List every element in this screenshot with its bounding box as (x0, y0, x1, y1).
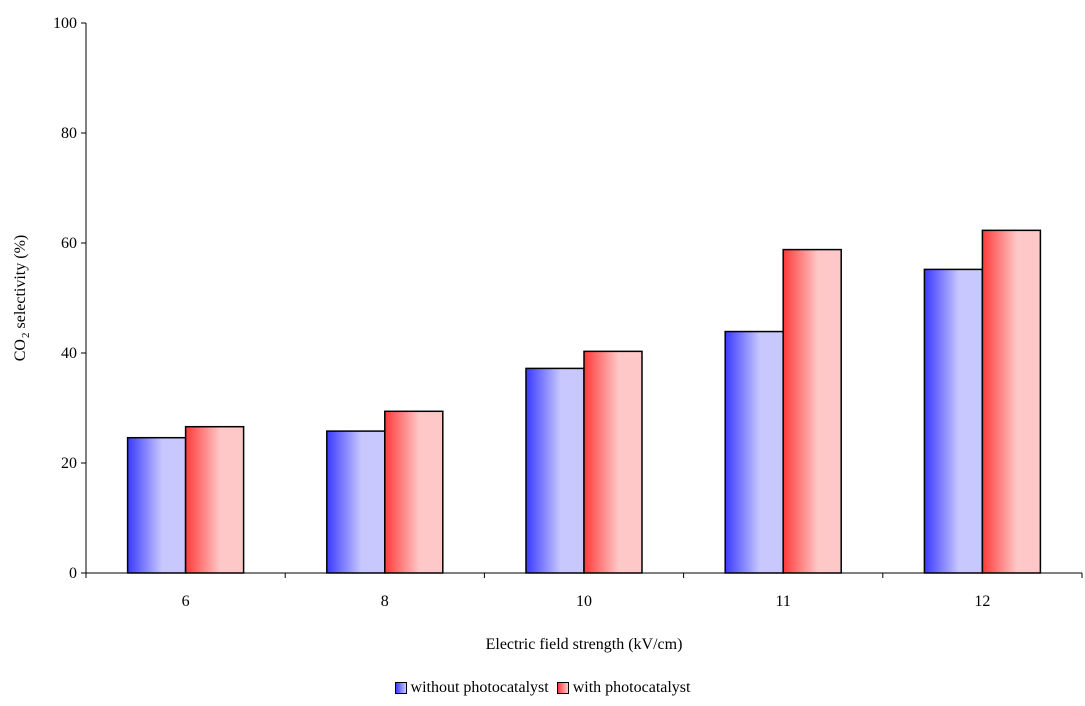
bar-with-photocatalyst (782, 248, 842, 574)
legend-label-without: without photocatalyst (410, 679, 549, 696)
bar-with-photocatalyst (981, 229, 1042, 574)
x-axis-ticks: 6 8 10 11 12 (85, 573, 1083, 610)
y-tick-label: 80 (61, 125, 77, 142)
y-axis-label-main: CO (12, 339, 29, 361)
x-tick-label: 8 (381, 593, 389, 610)
x-tick-label: 12 (974, 593, 990, 610)
y-tick-label: 0 (69, 565, 77, 582)
y-axis-label-subscript: 2 (20, 333, 32, 339)
bar-with-photocatalyst (184, 425, 245, 574)
bar-without-photocatalyst (923, 268, 984, 574)
x-axis-label: Electric field strength (kV/cm) (486, 636, 683, 653)
bar-with-photocatalyst (583, 350, 643, 574)
y-axis-label: CO2 selectivity (%) (12, 235, 32, 361)
y-tick-label: 40 (61, 345, 77, 362)
bars (126, 229, 1042, 574)
bar-with-photocatalyst (384, 410, 444, 574)
x-tick-label: 6 (182, 593, 190, 610)
legend-swatch-with (556, 682, 569, 694)
bar-without-photocatalyst (126, 436, 187, 574)
y-tick-label: 20 (61, 455, 77, 472)
x-tick-label: 10 (576, 593, 592, 610)
legend: without photocatalyst with photocatalyst (0, 679, 1085, 699)
legend-swatch-without (394, 682, 407, 694)
legend-item-without-photocatalyst: without photocatalyst (394, 679, 549, 697)
y-axis-ticks: 0 20 40 60 80 100 (53, 15, 86, 582)
x-tick-label: 11 (775, 593, 790, 610)
legend-label-with: with photocatalyst (572, 679, 691, 696)
bar-without-photocatalyst (724, 330, 784, 574)
y-axis-label-rest: selectivity (%) (12, 235, 29, 333)
legend-item-with-photocatalyst: with photocatalyst (556, 679, 691, 697)
y-tick-label: 100 (53, 15, 77, 32)
y-tick-label: 60 (61, 235, 77, 252)
bar-without-photocatalyst (326, 430, 386, 574)
bar-without-photocatalyst (525, 367, 585, 574)
